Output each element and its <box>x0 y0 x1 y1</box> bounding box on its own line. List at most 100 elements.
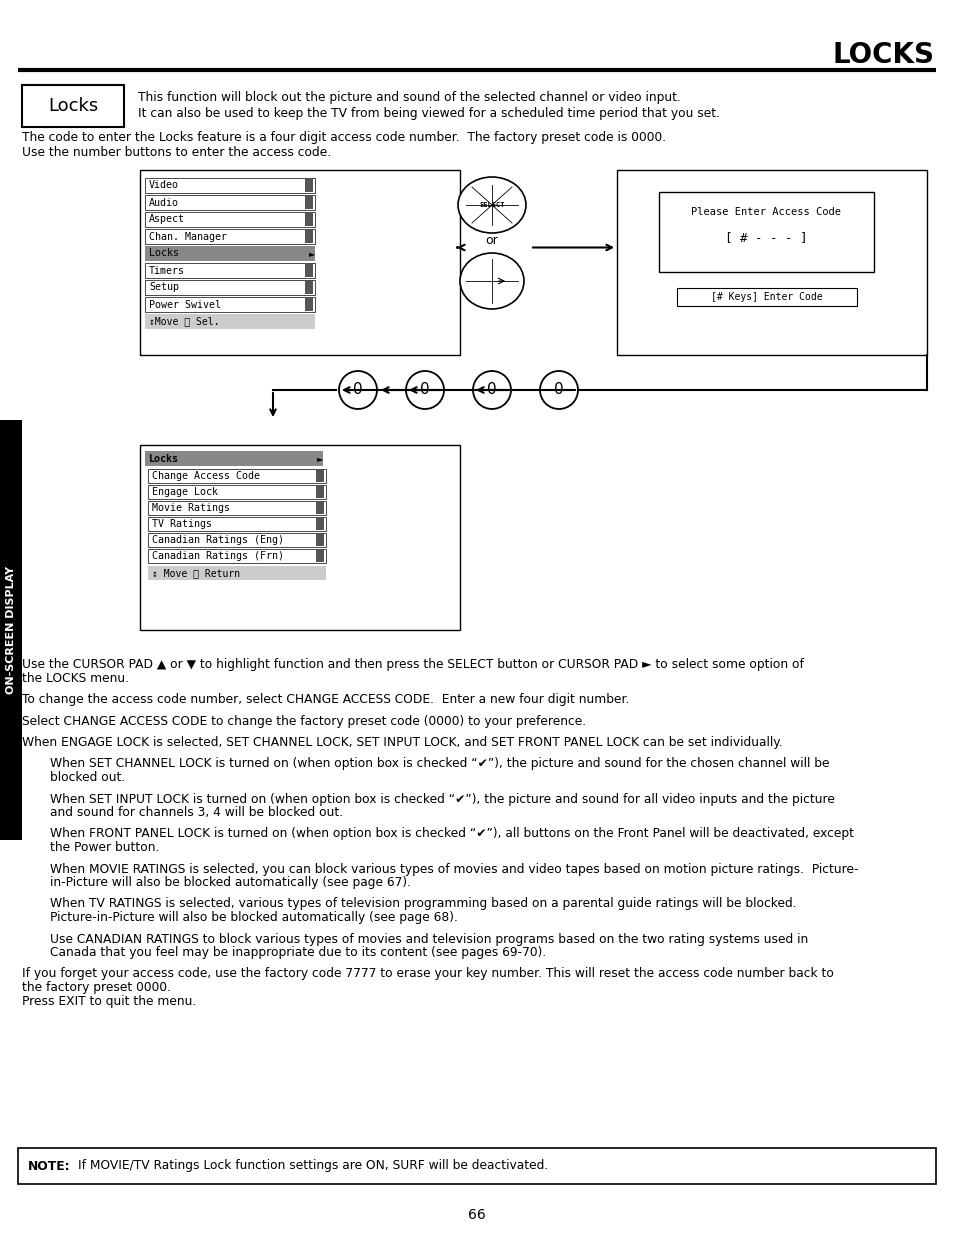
Text: NOTE:: NOTE: <box>28 1160 71 1172</box>
Text: ►: ► <box>316 454 323 463</box>
Text: [# Keys] Enter Code: [# Keys] Enter Code <box>710 291 821 303</box>
Ellipse shape <box>457 177 525 233</box>
Text: the Power button.: the Power button. <box>50 841 159 853</box>
Circle shape <box>473 370 511 409</box>
Text: Please Enter Access Code: Please Enter Access Code <box>691 207 841 217</box>
Bar <box>315 471 324 482</box>
Text: Audio: Audio <box>149 198 179 207</box>
Text: Press EXIT to quit the menu.: Press EXIT to quit the menu. <box>22 994 196 1008</box>
Text: This function will block out the picture and sound of the selected channel or vi: This function will block out the picture… <box>138 91 680 105</box>
Text: If MOVIE/TV Ratings Lock function settings are ON, SURF will be deactivated.: If MOVIE/TV Ratings Lock function settin… <box>78 1160 548 1172</box>
Bar <box>145 212 314 227</box>
Text: Chan. Manager: Chan. Manager <box>149 231 227 242</box>
Text: Use CANADIAN RATINGS to block various types of movies and television programs ba: Use CANADIAN RATINGS to block various ty… <box>50 932 807 946</box>
Text: Canada that you feel may be inappropriate due to its content (see pages 69-70).: Canada that you feel may be inappropriat… <box>50 946 546 960</box>
Bar <box>0 420 22 840</box>
Bar <box>145 451 323 466</box>
Bar <box>140 170 459 354</box>
Bar <box>315 550 324 562</box>
Text: in-Picture will also be blocked automatically (see page 67).: in-Picture will also be blocked automati… <box>50 876 411 889</box>
Bar <box>18 1149 935 1184</box>
Bar <box>305 298 313 311</box>
Text: SELECT: SELECT <box>478 203 504 207</box>
Text: Locks: Locks <box>149 248 179 258</box>
Bar <box>617 170 926 354</box>
Text: Setup: Setup <box>149 283 179 293</box>
Bar <box>305 230 313 243</box>
Text: blocked out.: blocked out. <box>50 771 125 784</box>
Bar <box>145 246 314 261</box>
Bar <box>659 191 873 272</box>
Bar <box>305 179 313 191</box>
Text: TV Ratings: TV Ratings <box>152 519 212 529</box>
Text: 0: 0 <box>487 383 497 398</box>
Text: If you forget your access code, use the factory code 7777 to erase your key numb: If you forget your access code, use the … <box>22 967 833 981</box>
Bar <box>148 517 326 531</box>
Text: To change the access code number, select CHANGE ACCESS CODE.  Enter a new four d: To change the access code number, select… <box>22 693 629 706</box>
Text: Locks: Locks <box>149 453 179 463</box>
Text: It can also be used to keep the TV from being viewed for a scheduled time period: It can also be used to keep the TV from … <box>138 106 720 120</box>
Bar <box>145 314 314 329</box>
Text: 66: 66 <box>468 1208 485 1221</box>
Text: The code to enter the Locks feature is a four digit access code number.  The fac: The code to enter the Locks feature is a… <box>22 131 665 144</box>
Text: the factory preset 0000.: the factory preset 0000. <box>22 981 171 994</box>
Bar <box>148 485 326 499</box>
Text: Locks: Locks <box>48 98 98 115</box>
Text: the LOCKS menu.: the LOCKS menu. <box>22 672 129 684</box>
Text: When SET INPUT LOCK is turned on (when option box is checked “✔”), the picture a: When SET INPUT LOCK is turned on (when o… <box>50 793 834 805</box>
Bar <box>148 534 326 547</box>
Text: Canadian Ratings (Frn): Canadian Ratings (Frn) <box>152 551 284 561</box>
Text: Video: Video <box>149 180 179 190</box>
Bar <box>145 178 314 193</box>
Text: When MOVIE RATINGS is selected, you can block various types of movies and video : When MOVIE RATINGS is selected, you can … <box>50 862 858 876</box>
Bar <box>315 534 324 546</box>
Text: When ENGAGE LOCK is selected, SET CHANNEL LOCK, SET INPUT LOCK, and SET FRONT PA: When ENGAGE LOCK is selected, SET CHANNE… <box>22 736 781 748</box>
Text: ►: ► <box>309 249 315 258</box>
Text: Use the CURSOR PAD ▲ or ▼ to highlight function and then press the SELECT button: Use the CURSOR PAD ▲ or ▼ to highlight f… <box>22 658 803 671</box>
Text: ↕ Move Ⓢ Return: ↕ Move Ⓢ Return <box>152 568 240 578</box>
Text: Use the number buttons to enter the access code.: Use the number buttons to enter the acce… <box>22 147 331 159</box>
Text: When TV RATINGS is selected, various types of television programming based on a : When TV RATINGS is selected, various typ… <box>50 898 796 910</box>
Circle shape <box>338 370 376 409</box>
Ellipse shape <box>459 253 523 309</box>
Text: [ # - - - ]: [ # - - - ] <box>724 231 807 245</box>
Bar <box>148 566 326 580</box>
Text: Engage Lock: Engage Lock <box>152 487 218 496</box>
Bar <box>677 288 856 306</box>
Bar <box>145 263 314 278</box>
Bar <box>148 501 326 515</box>
Bar <box>315 517 324 530</box>
Text: When SET CHANNEL LOCK is turned on (when option box is checked “✔”), the picture: When SET CHANNEL LOCK is turned on (when… <box>50 757 828 771</box>
Text: Select CHANGE ACCESS CODE to change the factory preset code (0000) to your prefe: Select CHANGE ACCESS CODE to change the … <box>22 715 585 727</box>
Bar <box>145 296 314 312</box>
Text: LOCKS: LOCKS <box>832 41 934 69</box>
Text: 0: 0 <box>353 383 362 398</box>
Text: Movie Ratings: Movie Ratings <box>152 503 230 513</box>
Text: and sound for channels 3, 4 will be blocked out.: and sound for channels 3, 4 will be bloc… <box>50 806 343 819</box>
Bar <box>305 264 313 277</box>
Bar <box>305 282 313 294</box>
Text: 0: 0 <box>419 383 430 398</box>
Text: Timers: Timers <box>149 266 185 275</box>
Bar <box>145 195 314 210</box>
Bar <box>145 280 314 295</box>
Bar <box>305 196 313 209</box>
Text: Change Access Code: Change Access Code <box>152 471 260 480</box>
Text: Aspect: Aspect <box>149 215 185 225</box>
Text: or: or <box>485 235 497 247</box>
Bar <box>315 501 324 514</box>
Circle shape <box>539 370 578 409</box>
Text: Canadian Ratings (Eng): Canadian Ratings (Eng) <box>152 535 284 545</box>
Bar <box>145 228 314 245</box>
Text: ON-SCREEN DISPLAY: ON-SCREEN DISPLAY <box>6 566 16 694</box>
Text: 0: 0 <box>554 383 563 398</box>
Text: Power Swivel: Power Swivel <box>149 300 221 310</box>
Circle shape <box>406 370 443 409</box>
Text: ↕Move Ⓢ Sel.: ↕Move Ⓢ Sel. <box>149 316 219 326</box>
Bar <box>140 445 459 630</box>
Text: Picture-in-Picture will also be blocked automatically (see page 68).: Picture-in-Picture will also be blocked … <box>50 911 457 924</box>
Bar <box>315 487 324 498</box>
Text: When FRONT PANEL LOCK is turned on (when option box is checked “✔”), all buttons: When FRONT PANEL LOCK is turned on (when… <box>50 827 853 841</box>
Bar <box>148 550 326 563</box>
Bar <box>305 212 313 226</box>
